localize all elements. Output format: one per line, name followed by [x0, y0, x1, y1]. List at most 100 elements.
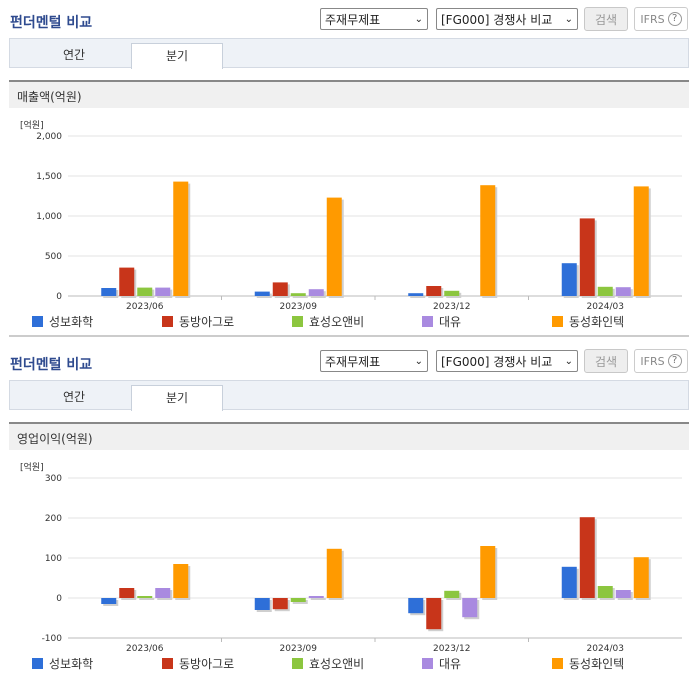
bar[interactable]	[426, 286, 442, 296]
legend-item[interactable]: 효성오앤비	[292, 313, 422, 330]
topic-select-value: 주재무제표	[325, 354, 381, 369]
bar[interactable]	[101, 288, 117, 296]
bar[interactable]	[254, 291, 270, 296]
bar[interactable]	[155, 588, 171, 598]
bar[interactable]	[290, 598, 306, 602]
tab-quarterly[interactable]: 분기	[131, 43, 223, 69]
tab-annual[interactable]: 연간	[62, 48, 86, 62]
legend-swatch	[32, 658, 43, 669]
section-title: 매출액(억원)	[17, 90, 82, 104]
legend-item[interactable]: 성보화학	[32, 655, 162, 672]
bar[interactable]	[173, 181, 189, 296]
topic-select[interactable]: 주재무제표 ⌄	[320, 8, 428, 30]
bar[interactable]	[137, 287, 153, 296]
bar[interactable]	[173, 564, 189, 598]
legend-swatch	[162, 658, 173, 669]
bar[interactable]	[308, 596, 324, 598]
bar[interactable]	[119, 267, 135, 296]
ifrs-button[interactable]: IFRS?	[634, 349, 688, 373]
y-tick-label: 300	[45, 474, 62, 484]
bar[interactable]	[597, 286, 613, 296]
bar[interactable]	[633, 186, 649, 296]
legend-item[interactable]: 대유	[422, 655, 552, 672]
x-tick-label: 2023/06	[126, 644, 164, 652]
legend-item[interactable]: 성보화학	[32, 313, 162, 330]
legend-label: 동방아그로	[179, 657, 235, 671]
bar[interactable]	[597, 586, 613, 598]
ifrs-button[interactable]: IFRS?	[634, 7, 688, 31]
legend-swatch	[32, 316, 43, 327]
legend-item[interactable]: 동방아그로	[162, 313, 292, 330]
legend-item[interactable]: 대유	[422, 313, 552, 330]
divider	[9, 335, 689, 337]
panel-title: 펀더멘털 비교	[10, 357, 93, 373]
y-tick-label: 1,500	[36, 172, 62, 182]
help-icon[interactable]: ?	[667, 12, 682, 26]
bar[interactable]	[408, 598, 424, 614]
panel-header: 펀더멘털 비교 주재무제표 ⌄ [FG000] 경쟁사 비교 ⌄ 검색 IFRS?	[0, 342, 696, 380]
y-tick-label: 1,000	[36, 212, 62, 222]
bar[interactable]	[272, 282, 288, 296]
unit-label: [억원]	[20, 121, 44, 131]
bar[interactable]	[101, 598, 117, 604]
bar[interactable]	[254, 598, 270, 610]
legend-label: 동성화인텍	[569, 657, 625, 671]
bar[interactable]	[633, 557, 649, 598]
x-tick-label: 2023/09	[280, 644, 318, 652]
bar-shadow	[310, 598, 326, 600]
bar[interactable]	[137, 596, 153, 598]
y-tick-label: 2,000	[36, 132, 62, 142]
period-tabs: 연간 분기	[9, 38, 689, 69]
bar[interactable]	[480, 546, 496, 598]
bar[interactable]	[462, 598, 478, 618]
bar[interactable]	[615, 287, 631, 296]
legend-label: 성보화학	[49, 657, 94, 671]
bar[interactable]	[119, 588, 135, 598]
legend-swatch	[552, 658, 563, 669]
y-tick-label: 100	[45, 554, 62, 564]
topic-select[interactable]: 주재무제표 ⌄	[320, 350, 428, 372]
bar[interactable]	[290, 293, 306, 296]
revenue-bar-chart: 0 500 1,000 1,500 2,000 2023/06 2023/09 2023/12…	[36, 132, 682, 310]
bar-shadow	[139, 598, 155, 600]
search-button[interactable]: 검색	[584, 7, 628, 31]
y-tick-label: 500	[45, 252, 62, 262]
bar[interactable]	[272, 598, 288, 610]
bar[interactable]	[579, 517, 595, 598]
bar[interactable]	[426, 598, 442, 630]
legend-item[interactable]: 동성화인텍	[552, 313, 682, 330]
group-select[interactable]: [FG000] 경쟁사 비교 ⌄	[436, 8, 578, 30]
bar[interactable]	[561, 263, 577, 296]
bar[interactable]	[480, 185, 496, 296]
legend-label: 동성화인텍	[569, 315, 625, 329]
legend-item[interactable]: 효성오앤비	[292, 655, 422, 672]
search-button[interactable]: 검색	[584, 349, 628, 373]
help-icon[interactable]: ?	[667, 354, 682, 368]
operating-profit-bar-chart: -100 0 100 200 300 2023/06 2023/09 2023/12 2024/…	[42, 474, 682, 652]
bar[interactable]	[308, 289, 324, 296]
chevron-down-icon: ⌄	[414, 355, 423, 367]
bar[interactable]	[561, 566, 577, 598]
bar[interactable]	[615, 590, 631, 598]
bar[interactable]	[408, 293, 424, 296]
bar[interactable]	[579, 218, 595, 296]
legend-item[interactable]: 동방아그로	[162, 655, 292, 672]
group-select[interactable]: [FG000] 경쟁사 비교 ⌄	[436, 350, 578, 372]
bar[interactable]	[444, 290, 460, 296]
chevron-down-icon: ⌄	[564, 13, 573, 25]
tab-annual[interactable]: 연간	[62, 390, 86, 404]
ifrs-label: IFRS	[640, 12, 665, 26]
x-tick-label: 2023/12	[433, 302, 470, 310]
bar[interactable]	[155, 287, 171, 296]
bar[interactable]	[326, 548, 342, 598]
tab-quarterly[interactable]: 분기	[131, 385, 223, 411]
y-tick-label: 200	[45, 514, 62, 524]
topic-select-value: 주재무제표	[325, 12, 381, 27]
section-title: 영업이익(억원)	[17, 432, 93, 446]
bar[interactable]	[326, 197, 342, 296]
y-tick-label: 0	[56, 594, 62, 604]
legend-item[interactable]: 동성화인텍	[552, 655, 682, 672]
y-tick-label: 0	[56, 292, 62, 302]
chevron-down-icon: ⌄	[414, 13, 423, 25]
bar[interactable]	[444, 590, 460, 598]
